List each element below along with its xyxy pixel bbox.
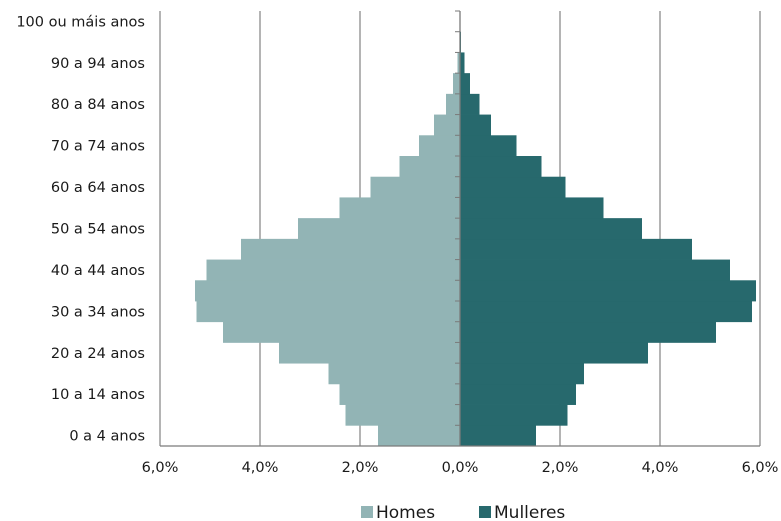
bar-homes-8 [206, 259, 460, 281]
bar-homes-12 [370, 176, 460, 198]
y-category-label: 80 a 84 anos [51, 97, 145, 113]
bar-mulleres-9 [460, 238, 692, 260]
bar-mulleres-13 [460, 156, 542, 178]
bar-mulleres-17 [460, 73, 470, 95]
bar-homes-2 [339, 383, 460, 405]
bar-homes-6 [196, 301, 460, 323]
bar-mulleres-18 [460, 52, 465, 74]
bar-homes-17 [453, 73, 460, 95]
bar-homes-15 [434, 114, 460, 136]
bar-homes-10 [298, 218, 460, 240]
bar-mulleres-11 [460, 197, 604, 219]
x-tick-label: 4,0% [642, 460, 679, 476]
bar-mulleres-2 [460, 383, 576, 405]
axes-group [160, 10, 760, 447]
bar-mulleres-8 [460, 259, 730, 281]
y-category-label: 20 a 24 anos [51, 346, 145, 362]
legend-label-homes: Homes [376, 503, 435, 521]
x-tick-label: 6,0% [742, 460, 779, 476]
x-tick-label: 2,0% [342, 460, 379, 476]
x-tick-label: 4,0% [242, 460, 279, 476]
bar-mulleres-7 [460, 280, 756, 302]
bars-group [195, 31, 756, 447]
bar-homes-7 [195, 280, 460, 302]
bar-homes-5 [223, 321, 460, 343]
x-tick-label: 0,0% [442, 460, 479, 476]
bar-homes-9 [241, 238, 460, 260]
bar-mulleres-0 [460, 425, 536, 447]
bar-homes-18 [457, 52, 460, 74]
bar-mulleres-14 [460, 135, 517, 157]
x-tick-label: 2,0% [542, 460, 579, 476]
bar-homes-16 [446, 93, 460, 115]
y-category-label: 90 a 94 anos [51, 56, 145, 72]
bar-homes-1 [345, 404, 460, 426]
y-category-label: 0 a 4 anos [69, 429, 145, 445]
y-category-label: 50 a 54 anos [51, 222, 145, 238]
y-category-label: 40 a 44 anos [51, 263, 145, 279]
bar-mulleres-15 [460, 114, 491, 136]
y-category-label: 30 a 34 anos [51, 304, 145, 320]
bar-mulleres-5 [460, 321, 716, 343]
bar-homes-0 [378, 425, 460, 447]
x-tick-label: 6,0% [142, 460, 179, 476]
bar-homes-13 [399, 156, 460, 178]
legend: Homes Mulleres [361, 503, 565, 521]
bar-homes-3 [328, 363, 460, 385]
y-category-label: 70 a 74 anos [51, 139, 145, 155]
bar-mulleres-12 [460, 176, 566, 198]
bar-homes-4 [279, 342, 460, 364]
bar-mulleres-6 [460, 301, 752, 323]
bar-homes-14 [419, 135, 460, 157]
bar-mulleres-16 [460, 93, 480, 115]
bar-mulleres-1 [460, 404, 568, 426]
bar-mulleres-3 [460, 363, 584, 385]
y-category-label: 60 a 64 anos [51, 180, 145, 196]
legend-swatch-mulleres [479, 506, 491, 518]
bar-mulleres-10 [460, 218, 642, 240]
bar-mulleres-4 [460, 342, 648, 364]
legend-label-mulleres: Mulleres [494, 503, 565, 521]
legend-swatch-homes [361, 506, 373, 518]
x-axis-labels: 6,0% 4,0% 2,0% 0,0% 2,0% 4,0% 6,0% [142, 460, 779, 476]
bar-homes-11 [339, 197, 460, 219]
y-category-label: 100 ou máis anos [16, 14, 145, 30]
y-category-label: 10 a 14 anos [51, 387, 145, 403]
y-axis-labels: 0 a 4 anos 10 a 14 anos 20 a 24 anos 30 a 3… [16, 14, 145, 444]
